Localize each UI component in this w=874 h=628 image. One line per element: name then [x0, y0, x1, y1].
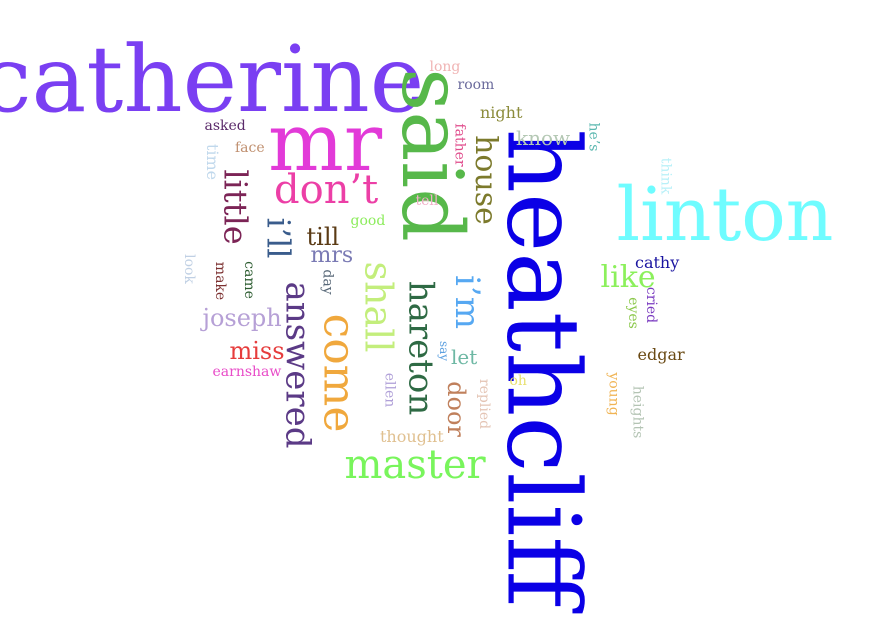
word-cathy: cathy	[635, 253, 680, 272]
word-young: young	[605, 372, 622, 416]
word-heights: heights	[628, 385, 645, 439]
word-im: i’m	[446, 275, 487, 329]
word-father: father	[451, 123, 468, 167]
word-mr: mr	[268, 96, 383, 189]
word-catherine: catherine	[0, 26, 425, 133]
word-come: come	[312, 313, 364, 433]
word-linton: linton	[616, 172, 834, 258]
word-edgar: edgar	[637, 345, 685, 364]
word-room: room	[457, 77, 495, 93]
word-little: little	[216, 169, 255, 245]
word-shall: shall	[355, 261, 400, 353]
word-face: face	[235, 140, 265, 156]
word-asked: asked	[204, 118, 246, 134]
word-hes: he’s	[584, 122, 601, 152]
word-came: came	[240, 261, 257, 299]
word-say: say	[437, 340, 452, 362]
word-miss: miss	[229, 337, 285, 365]
word-answered: answered	[276, 281, 317, 449]
word-oh: oh	[509, 373, 527, 389]
word-ellen: ellen	[380, 372, 397, 408]
word-earnshaw: earnshaw	[212, 364, 282, 380]
word-dont: don’t	[274, 167, 379, 213]
word-think: think	[656, 157, 673, 195]
word-look: look	[180, 254, 197, 284]
word-door: door	[441, 381, 470, 437]
word-like: like	[600, 260, 656, 295]
word-day: day	[319, 269, 336, 295]
word-heathcliff: heathcliff	[483, 128, 601, 608]
word-house: house	[467, 135, 503, 225]
word-tell: tell	[415, 193, 439, 209]
word-time: time	[203, 143, 223, 181]
word-hareton: hareton	[399, 280, 440, 416]
word-thought: thought	[380, 427, 444, 446]
word-let: let	[451, 345, 478, 369]
word-mrs: mrs	[310, 243, 354, 268]
word-master: master	[344, 442, 486, 488]
word-till: till	[306, 223, 340, 251]
word-know: know	[516, 126, 571, 150]
word-ill: i’ll	[258, 217, 297, 259]
word-joseph: joseph	[202, 304, 282, 332]
word-good: good	[350, 213, 386, 229]
word-replied: replied	[476, 378, 493, 430]
word-make: make	[212, 261, 229, 301]
word-long: long	[429, 59, 461, 75]
word-eyes: eyes	[624, 297, 641, 329]
word-cried: cried	[643, 286, 660, 324]
word-night: night	[480, 103, 523, 122]
